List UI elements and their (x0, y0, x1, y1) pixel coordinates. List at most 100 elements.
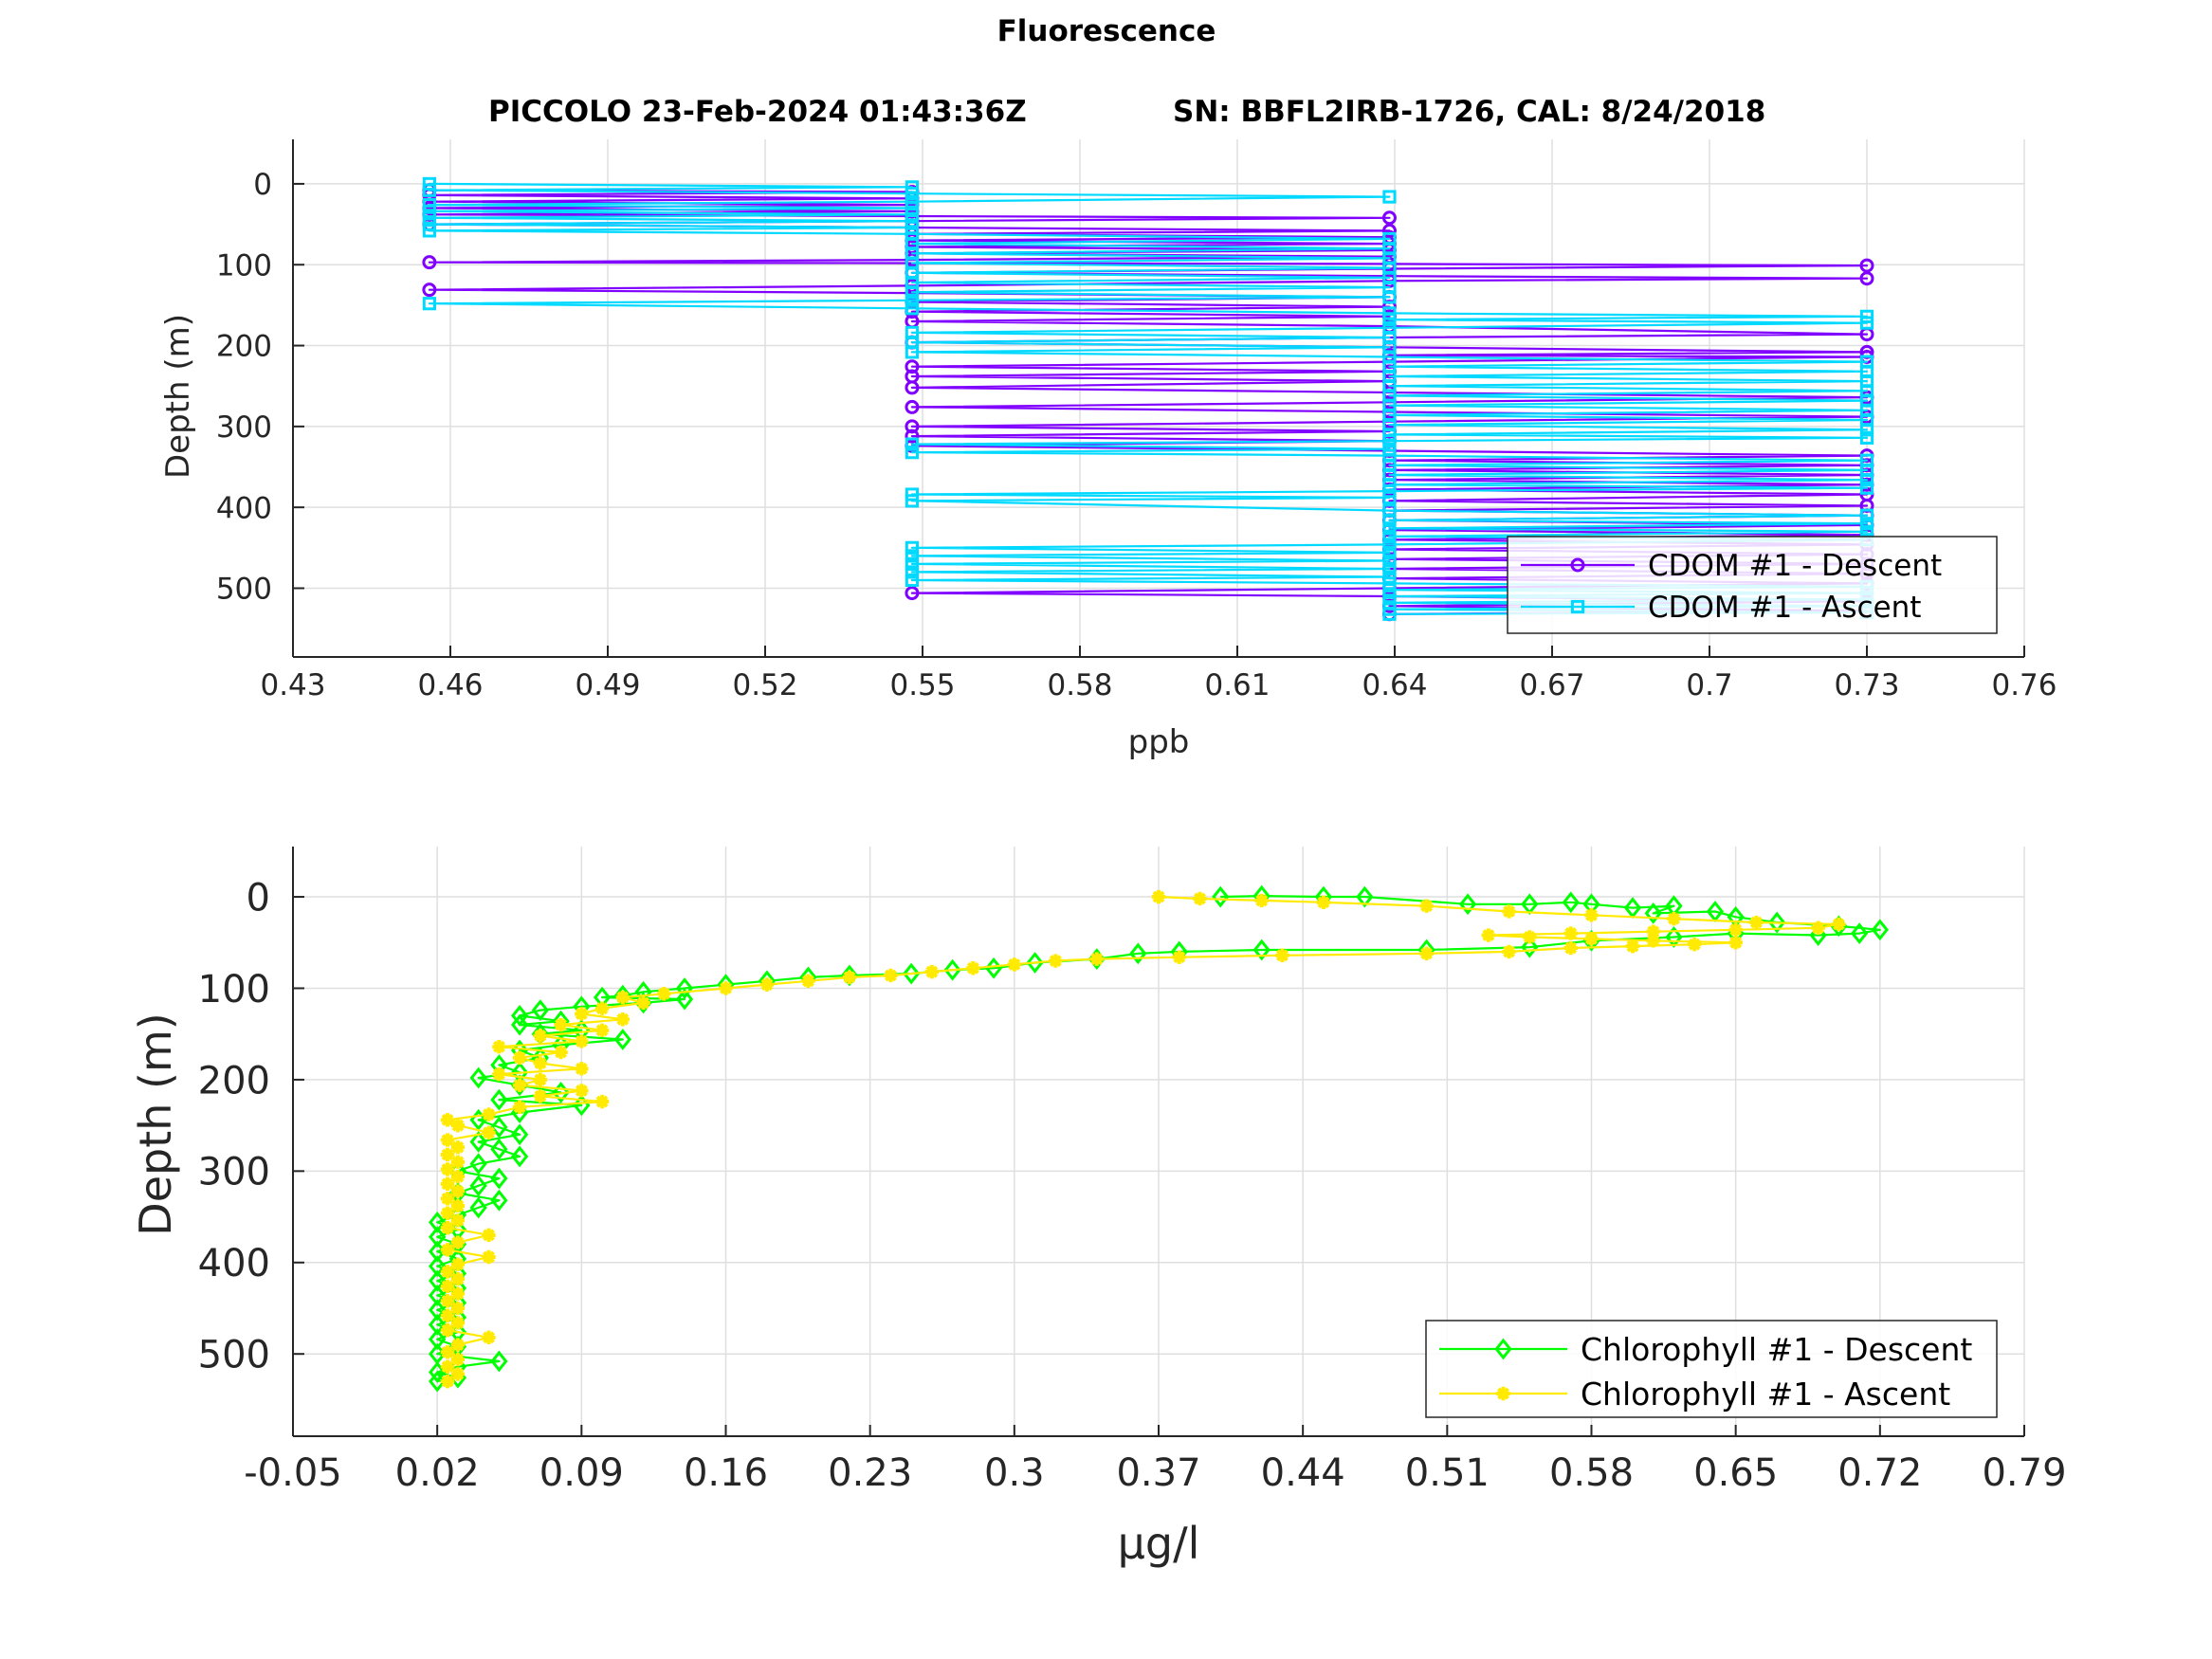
data-point (512, 1078, 527, 1092)
data-point (905, 565, 920, 579)
figure-title: Fluorescence (997, 14, 1216, 48)
data-point (905, 380, 920, 395)
data-point (440, 1162, 455, 1176)
data-point (1859, 430, 1874, 445)
x-tick-label: -0.05 (244, 1451, 342, 1495)
data-point (450, 1286, 466, 1301)
data-point (905, 573, 920, 588)
data-point (1859, 481, 1874, 495)
x-tick-label: 0.02 (395, 1451, 480, 1495)
x-tick-label: 0.23 (828, 1451, 912, 1495)
data-point (510, 1013, 529, 1036)
x-tick-label: 0.65 (1693, 1451, 1778, 1495)
data-point (429, 1269, 447, 1292)
data-point (440, 1133, 455, 1147)
data-point (1172, 950, 1186, 964)
data-point (440, 1220, 455, 1235)
data-point (510, 1123, 529, 1146)
data-point (1523, 930, 1537, 944)
data-point (450, 1257, 466, 1271)
data-point (1382, 320, 1397, 335)
data-point (675, 988, 694, 1011)
data-point (1381, 223, 1397, 238)
axes: 0.43 0.46 0.49 0.52 0.55 0.58 0.61 0.64 0.67 0.7 0… (216, 139, 2057, 702)
data-point (1859, 258, 1874, 273)
data-point (429, 1328, 447, 1351)
data-point (533, 1072, 548, 1087)
data-point (1212, 885, 1230, 908)
data-point (1007, 957, 1022, 972)
data-point (905, 428, 920, 444)
data-point (482, 1107, 496, 1121)
data-point (1049, 954, 1063, 968)
series-line (428, 182, 1869, 615)
chlorophyll-panel: Depth (m) μg/l -0.05 0.02 0.09 0.16 0.23 0.3 0… (130, 847, 2067, 1569)
data-point (966, 961, 980, 975)
data-point (1871, 919, 1889, 941)
data-point (1563, 926, 1578, 940)
data-point (1687, 937, 1702, 952)
data-point (450, 1140, 466, 1155)
data-point (1382, 538, 1397, 552)
data-point (905, 301, 920, 316)
data-point (905, 180, 920, 194)
data-point (905, 359, 920, 374)
data-point (533, 1029, 548, 1043)
x-tick-label: 0.79 (1982, 1451, 2066, 1495)
data-point (575, 1062, 589, 1076)
data-point (482, 1125, 496, 1140)
data-point (1859, 517, 1874, 531)
y-tick-label: 400 (198, 1242, 270, 1285)
data-point (1521, 936, 1539, 958)
data-point (1811, 921, 1825, 936)
data-point (801, 974, 815, 988)
data-point (440, 1279, 455, 1294)
data-point (636, 995, 650, 1011)
y-tick-label: 0 (247, 876, 270, 920)
data-point (905, 540, 920, 555)
data-point (842, 970, 857, 985)
data-point (1859, 453, 1874, 467)
y-tick-label: 300 (198, 1151, 270, 1194)
data-point (440, 1147, 455, 1162)
data-point (492, 1039, 506, 1054)
data-point (490, 1138, 508, 1160)
data-point (905, 194, 920, 209)
data-point (1728, 936, 1743, 950)
data-point (905, 293, 920, 307)
cdom-xlabel: ppb (1128, 723, 1190, 761)
data-point (1193, 891, 1207, 906)
x-tick-label: 0.67 (1519, 668, 1584, 702)
data-point (905, 586, 920, 601)
legend-label: CDOM #1 - Ascent (1648, 591, 1921, 625)
chl-xlabel: μg/l (1118, 1518, 1200, 1569)
legend-entry: CDOM #1 - Descent (1521, 549, 1942, 583)
data-point (1728, 922, 1743, 937)
data-point (1859, 271, 1874, 286)
data-point (440, 1206, 455, 1220)
data-point (490, 1189, 508, 1212)
legend-entry: Chlorophyll #1 - Descent (1439, 1331, 1972, 1368)
x-tick-label: 0.51 (1405, 1451, 1490, 1495)
legend-label: CDOM #1 - Descent (1648, 549, 1942, 583)
data-point (1252, 939, 1271, 961)
x-tick-label: 0.58 (1047, 668, 1112, 702)
x-tick-label: 0.43 (260, 668, 325, 702)
data-point (440, 1265, 455, 1279)
data-point (1646, 924, 1660, 939)
data-point (657, 987, 671, 1001)
data-point (482, 1228, 496, 1243)
data-point (469, 1153, 487, 1176)
data-point (1646, 934, 1660, 948)
data-point (594, 1023, 610, 1038)
x-tick-label: 0.64 (1362, 668, 1427, 702)
data-point (905, 446, 920, 460)
data-point (1749, 915, 1764, 930)
data-point (615, 1012, 631, 1027)
data-point (450, 1316, 466, 1330)
data-point (554, 1045, 568, 1060)
data-point (490, 1350, 508, 1373)
y-tick-label: 400 (216, 491, 272, 525)
y-tick-label: 200 (216, 330, 272, 364)
